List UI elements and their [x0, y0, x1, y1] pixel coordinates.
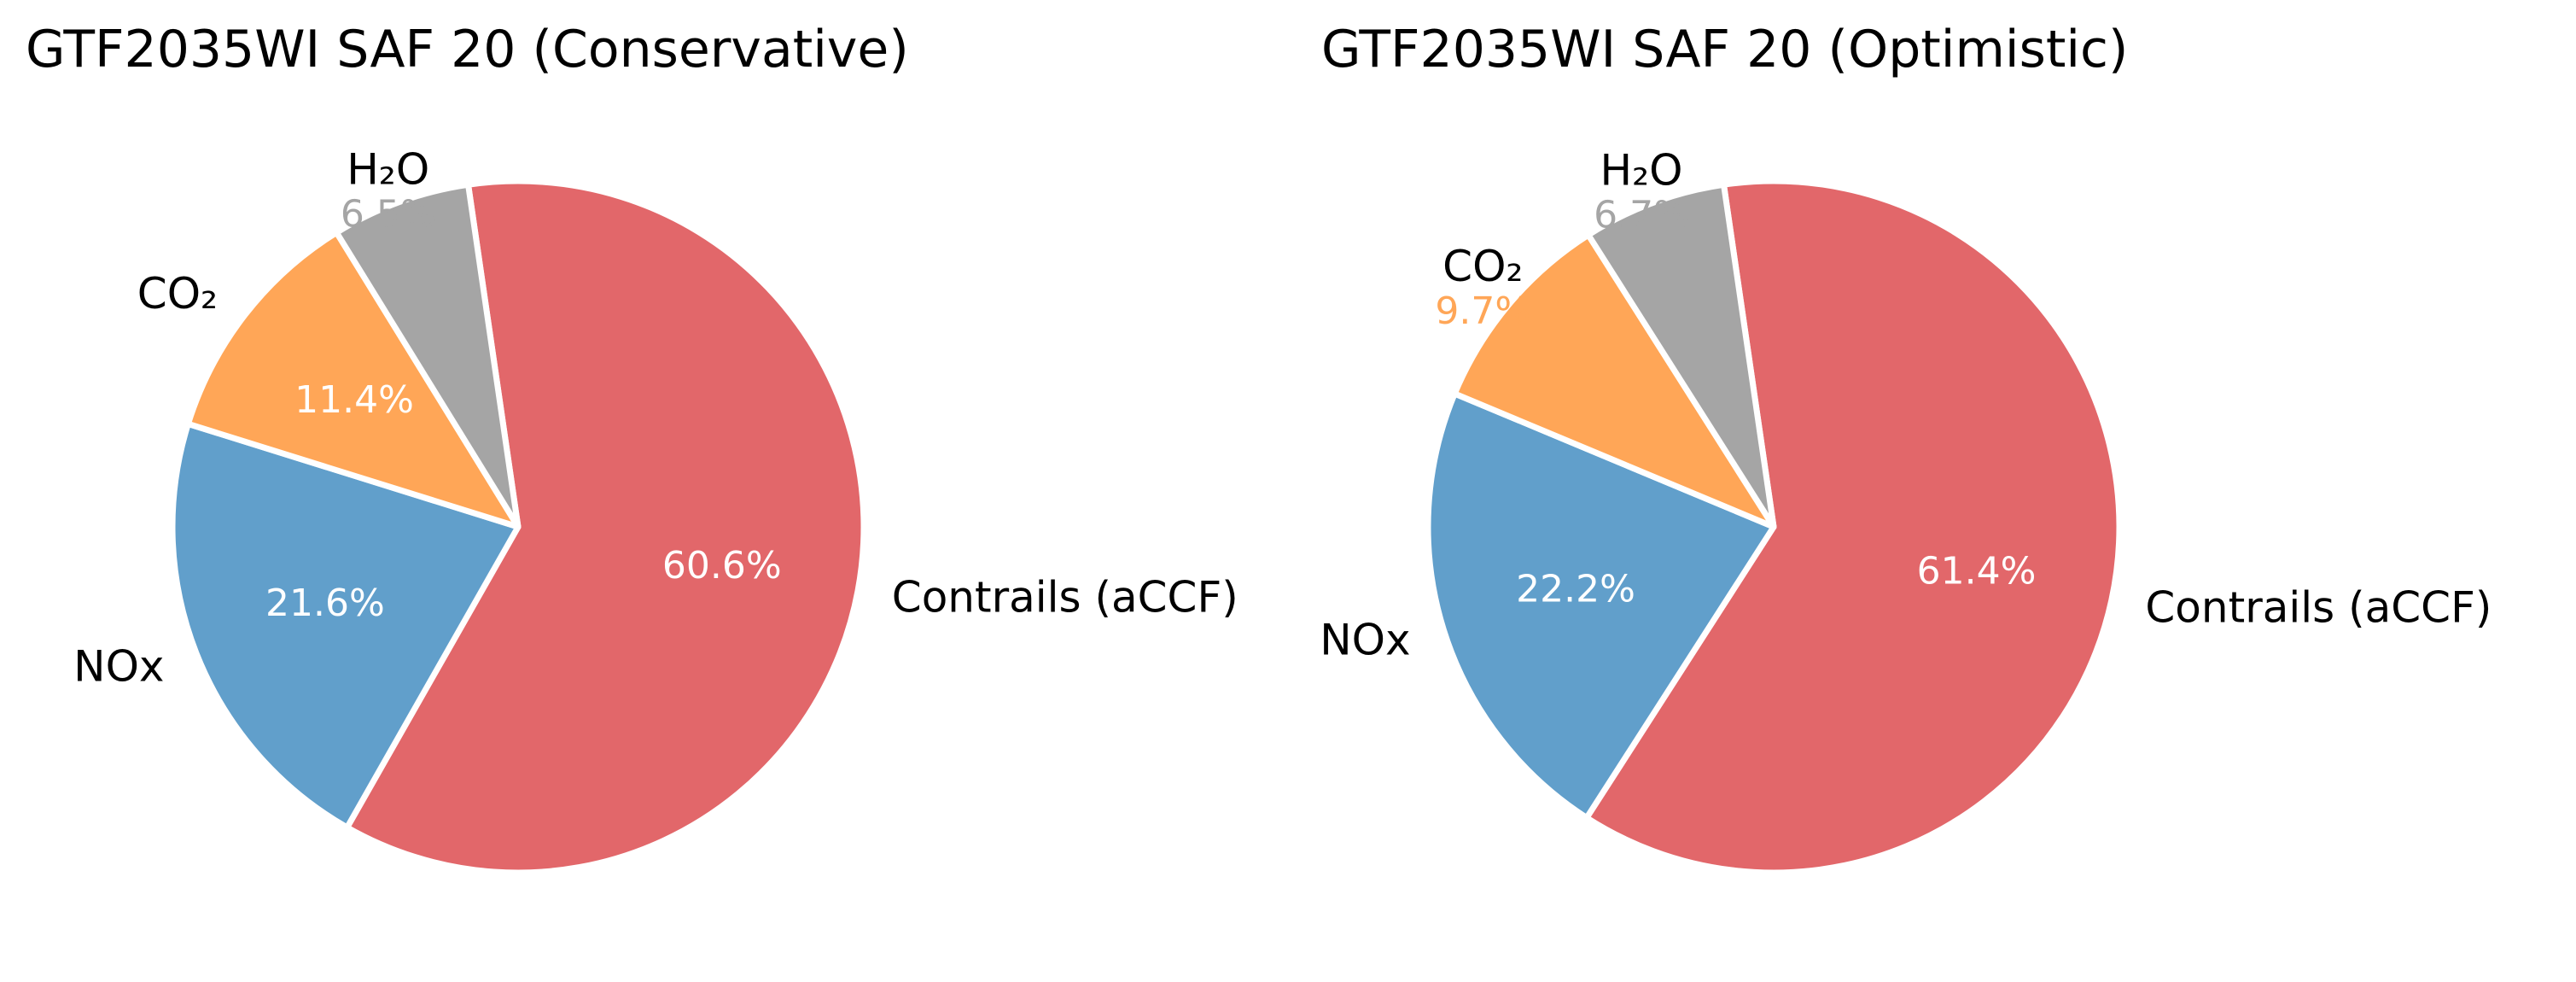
- slice-label: CO₂: [137, 269, 218, 319]
- slice-label: Contrails (aCCF): [892, 572, 1238, 622]
- chart-title: GTF2035WI SAF 20 (Optimistic): [1321, 20, 2128, 79]
- slice-percent-label: 60.6%: [662, 544, 782, 587]
- slice-label: Contrails (aCCF): [2145, 582, 2491, 632]
- slice-percent-label: 11.4%: [294, 378, 414, 422]
- pie-slice: [169, 420, 522, 831]
- slice-percent-label: 9.7%: [1435, 289, 1530, 333]
- pie-slice: [1425, 390, 1777, 821]
- slice-percent-label: 22.2%: [1516, 567, 1635, 611]
- pie-slice: [1585, 181, 1777, 530]
- pie-slice: [184, 229, 522, 530]
- pie-slice: [1451, 231, 1777, 530]
- slice-label: CO₂: [1442, 242, 1523, 291]
- pie-chart-conservative: GTF2035WI SAF 20 (Conservative) 60.6% Con…: [26, 20, 1238, 876]
- pie-chart-optimistic: GTF2035WI SAF 20 (Optimistic) 61.4% Contr…: [1320, 20, 2491, 876]
- pie-slice: [333, 181, 522, 530]
- slice-percent-label: 6.5%: [341, 192, 436, 236]
- pie-slice: [1583, 178, 2123, 876]
- chart-title: GTF2035WI SAF 20 (Conservative): [26, 20, 909, 79]
- slice-label: NOx: [1320, 615, 1410, 664]
- slice-label: H₂O: [347, 144, 429, 194]
- slice-percent-label: 6.7%: [1594, 193, 1689, 237]
- slice-label: NOx: [73, 641, 164, 691]
- pie-slice: [344, 178, 867, 876]
- slice-percent-label: 61.4%: [1917, 549, 2037, 593]
- slice-percent-label: 21.6%: [265, 582, 385, 625]
- slice-label: H₂O: [1600, 145, 1683, 195]
